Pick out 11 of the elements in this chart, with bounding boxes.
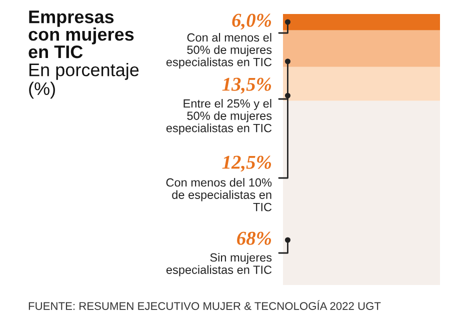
series-label: Sin mujeres especialistas en TIC (166, 253, 272, 276)
text: Con menos del 10% de especialistas en TIC (166, 178, 272, 212)
source-note: FUENTE: RESUMEN EJECUTIVO MUJER & TECNOLOGÍA 2022 UGT (28, 300, 381, 310)
data-label: 12,5% (222, 156, 272, 172)
series-label: Con al menos el 50% de mujeres especialistas en TIC (166, 33, 272, 69)
text: Entre el 25% y el 50% de mujeres especialistas en TIC (166, 99, 272, 135)
data-label: 68% (237, 232, 272, 245)
text: En porcentaje (%) (29, 63, 139, 99)
data-label: 13,5% (222, 78, 272, 94)
data-label: 6,0% (232, 14, 272, 30)
text: Empresas con mujeres en TIC (28, 10, 134, 58)
